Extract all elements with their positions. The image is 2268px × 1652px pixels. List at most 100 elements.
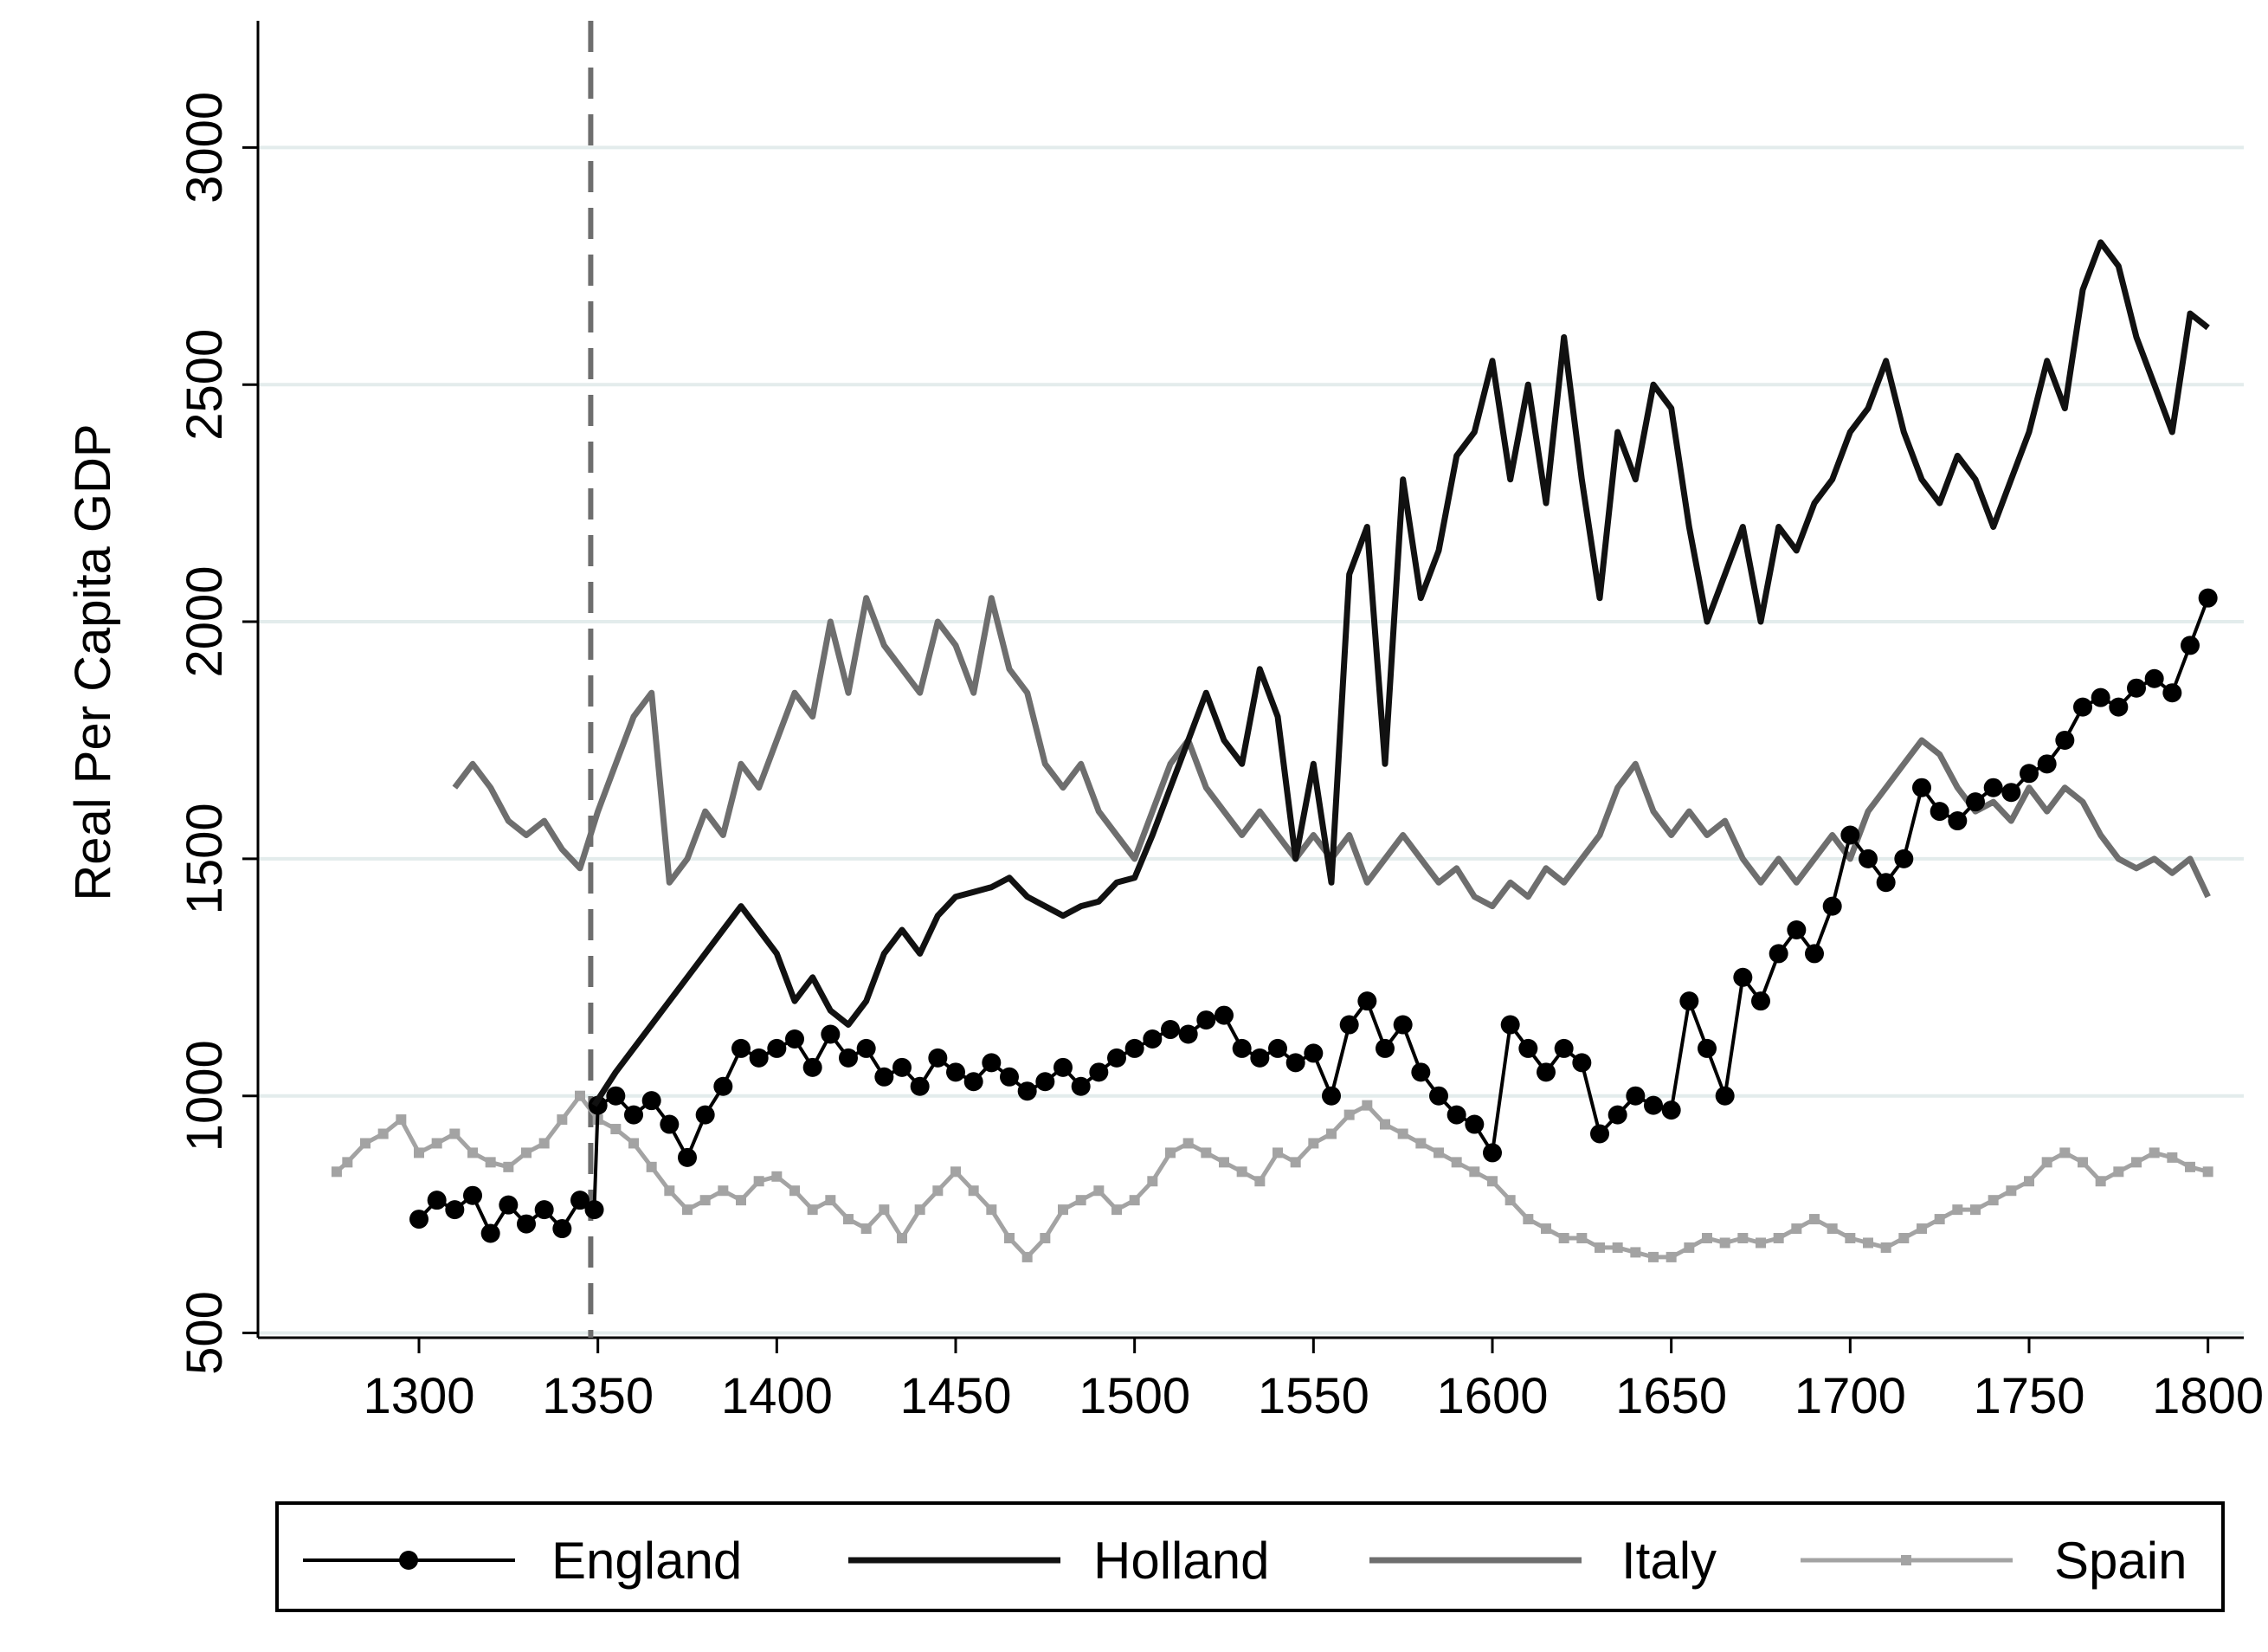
point-england-1535 xyxy=(1250,1048,1270,1068)
point-spain-1510 xyxy=(1165,1147,1176,1158)
point-spain-1645 xyxy=(1648,1251,1659,1262)
legend-label-holland: Holland xyxy=(1093,1532,1269,1590)
point-spain-1285 xyxy=(360,1138,370,1149)
x-tick-label-1700: 1700 xyxy=(1794,1368,1906,1424)
point-spain-1725 xyxy=(1934,1214,1945,1225)
point-england-1410 xyxy=(802,1057,822,1077)
y-tick-label-3000: 3000 xyxy=(177,92,233,203)
point-england-1780 xyxy=(2127,678,2146,698)
point-england-1615 xyxy=(1537,1062,1556,1082)
point-england-1545 xyxy=(1285,1053,1305,1073)
point-england-1510 xyxy=(1161,1020,1180,1040)
point-spain-1690 xyxy=(1809,1214,1820,1225)
point-england-1390 xyxy=(731,1038,751,1058)
point-england-1735 xyxy=(1966,792,1985,812)
point-england-1720 xyxy=(1912,778,1931,797)
point-spain-1325 xyxy=(503,1161,514,1172)
y-tick-label-1500: 1500 xyxy=(177,803,233,914)
point-england-1415 xyxy=(821,1024,841,1044)
point-england-1525 xyxy=(1215,1005,1234,1025)
point-england-1360 xyxy=(624,1105,643,1125)
point-spain-1720 xyxy=(1917,1223,1927,1235)
point-spain-1695 xyxy=(1827,1223,1838,1235)
point-spain-1310 xyxy=(449,1128,461,1139)
legend: England Holland Italy Spain xyxy=(275,1501,2225,1612)
point-england-1520 xyxy=(1196,1010,1216,1030)
point-spain-1590 xyxy=(1451,1157,1462,1168)
point-spain-1320 xyxy=(485,1157,496,1168)
point-england-1665 xyxy=(1715,1086,1735,1106)
point-spain-1290 xyxy=(377,1128,389,1139)
x-tick-label-1750: 1750 xyxy=(1973,1368,2084,1424)
x-tick-label-1500: 1500 xyxy=(1079,1368,1190,1424)
point-spain-1330 xyxy=(521,1147,532,1158)
point-england-1795 xyxy=(2181,636,2200,655)
point-spain-1665 xyxy=(1719,1237,1730,1249)
point-england-1355 xyxy=(606,1086,626,1106)
x-tick-label-1550: 1550 xyxy=(1258,1368,1369,1424)
point-spain-1740 xyxy=(1988,1195,1999,1206)
point-england-1495 xyxy=(1107,1048,1126,1068)
legend-marker-england xyxy=(399,1551,418,1570)
point-spain-1620 xyxy=(1558,1232,1569,1243)
point-spain-1480 xyxy=(1058,1204,1068,1216)
point-england-1370 xyxy=(660,1114,680,1134)
point-spain-1565 xyxy=(1362,1100,1373,1111)
point-spain-1435 xyxy=(897,1232,907,1243)
point-spain-1540 xyxy=(1273,1147,1283,1158)
point-england-1375 xyxy=(678,1147,697,1167)
point-spain-1525 xyxy=(1219,1157,1229,1168)
point-spain-1415 xyxy=(825,1195,836,1206)
point-england-1365 xyxy=(641,1091,661,1111)
point-england-1305 xyxy=(427,1191,447,1210)
point-england-1310 xyxy=(445,1200,465,1220)
point-spain-1365 xyxy=(646,1161,657,1172)
point-spain-1595 xyxy=(1469,1166,1480,1178)
point-spain-1425 xyxy=(860,1223,872,1235)
point-england-1620 xyxy=(1554,1038,1574,1058)
point-england-1785 xyxy=(2144,668,2164,688)
point-spain-1385 xyxy=(718,1185,729,1197)
point-spain-1550 xyxy=(1308,1138,1319,1149)
point-england-1575 xyxy=(1393,1015,1413,1035)
point-spain-1630 xyxy=(1595,1242,1605,1253)
point-spain-1675 xyxy=(1756,1237,1766,1249)
point-england-1610 xyxy=(1518,1038,1538,1058)
point-england-1540 xyxy=(1268,1038,1287,1058)
point-spain-1790 xyxy=(2167,1152,2178,1163)
point-england-1605 xyxy=(1500,1015,1520,1035)
y-tick-label-2500: 2500 xyxy=(177,329,233,441)
point-england-1505 xyxy=(1143,1029,1163,1049)
point-spain-1545 xyxy=(1290,1157,1301,1168)
point-england-1345 xyxy=(570,1191,590,1210)
point-spain-1735 xyxy=(1970,1204,1981,1216)
point-spain-1515 xyxy=(1182,1138,1194,1149)
series-line-spain xyxy=(335,1094,2209,1260)
point-spain-1277 xyxy=(331,1166,342,1178)
legend-item-italy: Italy xyxy=(1369,1532,1717,1590)
point-spain-1655 xyxy=(1684,1242,1695,1253)
point-england-1695 xyxy=(1822,896,1842,916)
point-spain-1600 xyxy=(1487,1176,1498,1187)
x-tick-label-1650: 1650 xyxy=(1615,1368,1727,1424)
point-england-1455 xyxy=(963,1072,983,1092)
point-spain-1770 xyxy=(2095,1176,2106,1187)
point-spain-1580 xyxy=(1415,1138,1427,1149)
point-england-1800 xyxy=(2198,588,2218,608)
point-spain-1395 xyxy=(753,1176,764,1187)
point-england-1705 xyxy=(1859,849,1878,868)
series-holland xyxy=(591,239,2210,1107)
point-england-1515 xyxy=(1178,1024,1198,1044)
point-england-1730 xyxy=(1948,811,1968,831)
point-england-1440 xyxy=(910,1076,930,1096)
point-spain-1755 xyxy=(2041,1157,2052,1168)
point-spain-1340 xyxy=(557,1114,568,1126)
point-spain-1520 xyxy=(1201,1147,1212,1158)
series-line-england xyxy=(417,597,2210,1236)
point-spain-1670 xyxy=(1737,1232,1749,1243)
point-spain-1455 xyxy=(968,1185,979,1197)
point-england-1565 xyxy=(1357,991,1377,1011)
y-tick-label-1000: 1000 xyxy=(177,1040,233,1152)
series-spain xyxy=(331,1090,2213,1262)
point-england-1725 xyxy=(1930,802,1949,822)
